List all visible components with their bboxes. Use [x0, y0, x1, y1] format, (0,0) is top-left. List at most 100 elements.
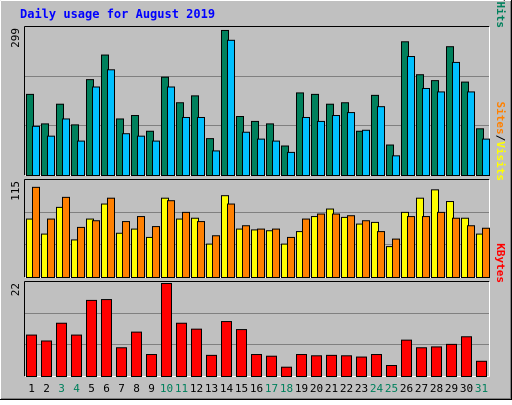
x-tick-label-20: 20 [310, 382, 323, 395]
files-bar-20 [317, 120, 325, 176]
sites-bar-31 [482, 227, 490, 279]
sites-bar-3 [62, 196, 70, 278]
files-bar-3 [62, 118, 70, 176]
x-tick-label-15: 15 [235, 382, 248, 395]
kbytes-bar-17 [266, 355, 277, 377]
files-bar-7 [122, 133, 130, 177]
sites-bar-19 [302, 218, 310, 278]
sites-bar-2 [47, 218, 55, 278]
sites-bar-18 [287, 236, 295, 278]
panel-hits-files-pages [24, 26, 490, 177]
sites-bar-24 [377, 231, 385, 279]
kbytes-bar-30 [461, 336, 472, 378]
files-bar-11 [182, 116, 190, 177]
kbytes-bar-20 [311, 355, 322, 378]
kbytes-bar-13 [206, 354, 217, 378]
sites-bar-10 [167, 200, 175, 278]
panel-visits-sites [24, 179, 490, 279]
x-tick-label-7: 7 [118, 382, 125, 395]
sites-bar-26 [407, 216, 415, 278]
kbytes-bar-25 [386, 365, 397, 378]
files-bar-8 [137, 135, 145, 177]
kbytes-bar-24 [371, 354, 382, 378]
x-tick-label-30: 30 [460, 382, 473, 395]
sites-bar-8 [137, 216, 145, 278]
files-bar-12 [197, 116, 205, 177]
sites-bar-14 [227, 203, 235, 278]
x-tick-label-13: 13 [205, 382, 218, 395]
files-bar-5 [92, 86, 100, 176]
files-bar-27 [422, 87, 430, 176]
sites-bar-4 [77, 226, 85, 278]
x-tick-label-19: 19 [295, 382, 308, 395]
files-bar-29 [452, 61, 460, 176]
kbytes-bar-10 [161, 283, 172, 377]
x-tick-label-22: 22 [340, 382, 353, 395]
files-bar-2 [47, 135, 55, 177]
x-tick-label-23: 23 [355, 382, 368, 395]
kbytes-bar-28 [431, 346, 442, 377]
chart-title: Daily usage for August 2019 [20, 7, 215, 21]
x-tick-label-25: 25 [385, 382, 398, 395]
sites-bar-20 [317, 213, 325, 278]
files-bar-1 [32, 125, 40, 176]
files-bar-18 [287, 151, 295, 176]
x-tick-label-11: 11 [175, 382, 188, 395]
files-bar-15 [242, 131, 250, 176]
x-tick-label-8: 8 [133, 382, 140, 395]
panel-kbytes [24, 281, 490, 378]
kbytes-bar-23 [356, 356, 367, 377]
sites-bar-15 [242, 225, 250, 279]
sites-bar-27 [422, 216, 430, 278]
x-tick-label-4: 4 [73, 382, 80, 395]
sites-bar-25 [392, 238, 400, 279]
files-bar-19 [302, 116, 310, 177]
kbytes-bar-8 [131, 331, 142, 378]
sites-bar-7 [122, 221, 130, 278]
files-bar-22 [347, 112, 355, 177]
x-tick-label-3: 3 [58, 382, 65, 395]
kbytes-bar-16 [251, 354, 262, 378]
y-max-label-kbytes: 22 [9, 283, 22, 296]
x-tick-label-28: 28 [430, 382, 443, 395]
x-tick-label-24: 24 [370, 382, 384, 395]
files-bar-30 [467, 91, 475, 176]
files-bar-24 [377, 106, 385, 176]
kbytes-bar-29 [446, 343, 457, 378]
x-tick-label-26: 26 [400, 382, 413, 395]
kbytes-bar-9 [146, 354, 157, 378]
files-bar-6 [107, 69, 115, 176]
kbytes-bar-14 [221, 321, 232, 377]
x-tick-label-21: 21 [325, 382, 338, 395]
sites-bar-11 [182, 211, 190, 279]
kbytes-bar-1 [26, 334, 37, 377]
y-max-label-hits-files-pages: 299 [9, 28, 22, 48]
sites-bar-17 [272, 228, 280, 279]
x-tick-label-16: 16 [250, 382, 263, 395]
x-tick-label-6: 6 [103, 382, 110, 395]
sites-bar-5 [92, 220, 100, 279]
kbytes-bar-22 [341, 355, 352, 378]
kbytes-bar-31 [476, 360, 487, 378]
chart-panels: 299 Pages/Files/Hits 115 Sites/Visits 22 KByt… [9, 0, 507, 378]
files-bar-23 [362, 129, 370, 176]
x-tick-label-31: 31 [475, 382, 488, 395]
x-tick-label-9: 9 [148, 382, 155, 395]
x-tick-label-14: 14 [220, 382, 234, 395]
x-tick-label-18: 18 [280, 382, 293, 395]
files-bar-28 [437, 91, 445, 176]
sites-bar-9 [152, 226, 160, 278]
kbytes-bar-26 [401, 339, 412, 377]
files-bar-25 [392, 155, 400, 176]
x-tick-label-2: 2 [43, 382, 50, 395]
files-bar-31 [482, 138, 490, 176]
kbytes-bar-6 [101, 299, 112, 377]
axis-label-kbytes: KBytes [494, 243, 507, 283]
kbytes-bar-5 [86, 299, 97, 377]
files-bar-10 [167, 86, 175, 176]
sites-bar-22 [347, 215, 355, 279]
files-bar-14 [227, 39, 235, 176]
kbytes-bar-18 [281, 366, 292, 378]
